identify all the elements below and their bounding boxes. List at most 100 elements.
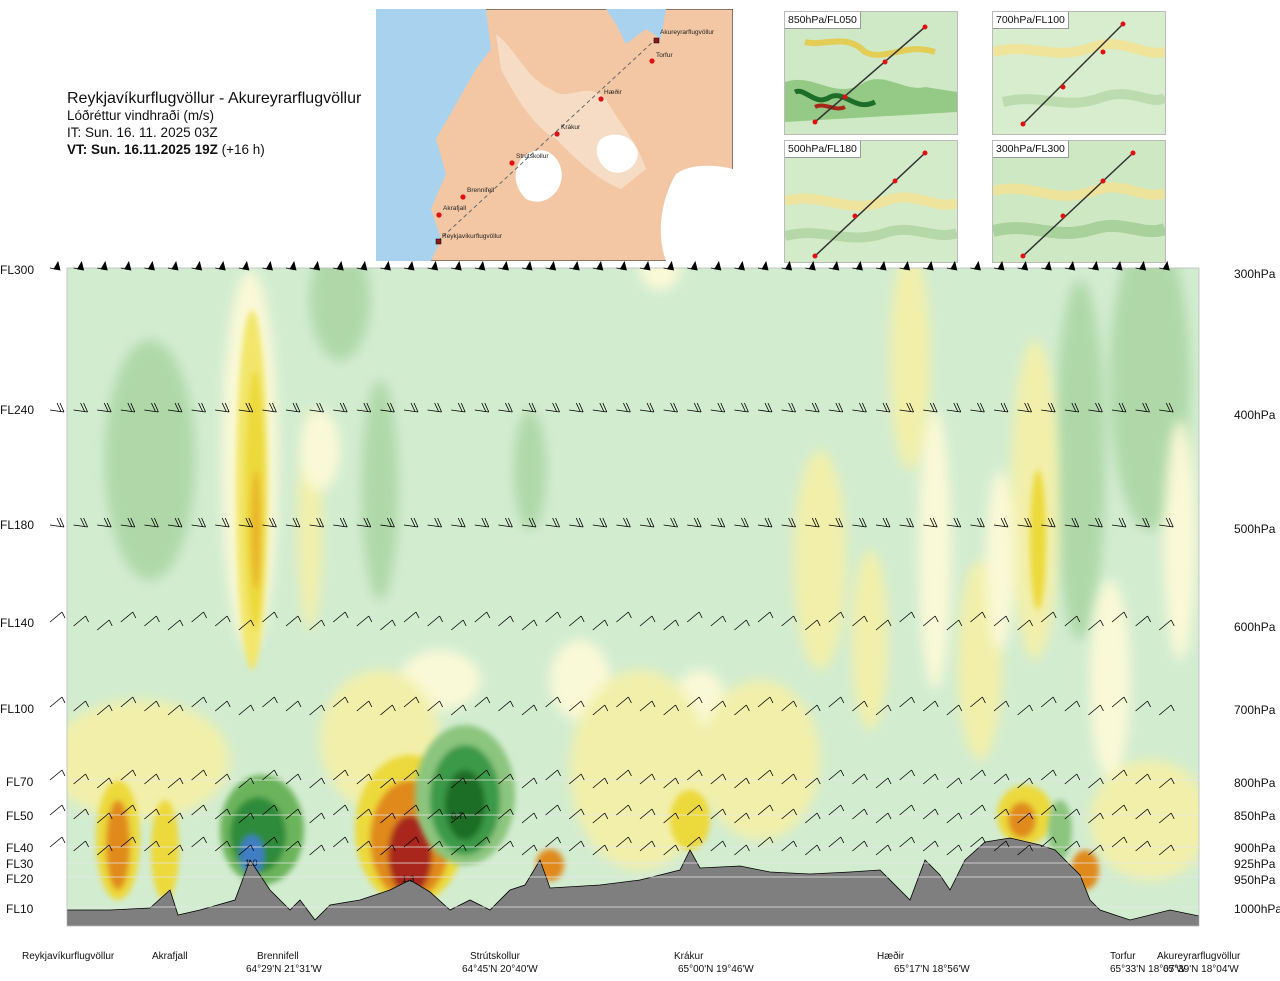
wind-barb	[309, 517, 324, 528]
hpa-label-925: 925hPa	[1234, 857, 1276, 871]
wind-barb	[616, 517, 631, 528]
wind-barb	[781, 840, 797, 852]
mini-map-850[interactable]: 850hPa/FL050	[784, 11, 958, 135]
wind-barb	[498, 808, 514, 820]
wind-barb	[828, 696, 845, 708]
wind-barb	[946, 777, 963, 789]
wind-barb	[332, 696, 349, 708]
valid-time-offset: (+16 h)	[221, 142, 265, 157]
wind-barb	[1135, 260, 1147, 271]
wind-barb	[49, 836, 66, 848]
wind-barb	[1158, 619, 1175, 631]
wind-barb	[238, 619, 255, 631]
wind-barb	[970, 517, 985, 528]
mini-map-700[interactable]: 700hPa/FL100	[992, 11, 1166, 135]
hpa-label-500: 500hPa	[1234, 522, 1276, 536]
wind-barb	[1041, 402, 1056, 413]
wind-barb	[1041, 260, 1052, 271]
wind-barb	[49, 402, 65, 413]
wind-barb	[238, 517, 254, 528]
wind-barb	[1088, 777, 1104, 789]
wind-barb	[451, 517, 466, 528]
wind-barb	[852, 773, 868, 785]
wind-barb	[73, 808, 89, 820]
wind-barb	[73, 773, 89, 785]
wind-barb	[167, 704, 184, 716]
wind-barb	[663, 844, 679, 856]
wind-barb	[875, 260, 887, 271]
wind-barb	[922, 808, 939, 820]
wind-barb	[285, 840, 302, 852]
wind-barb	[403, 611, 420, 623]
mini-map-500-label: 500hPa/FL180	[785, 141, 861, 158]
wind-barb	[663, 777, 679, 789]
terrain	[67, 837, 1199, 926]
wind-barb	[805, 517, 820, 528]
wind-barb	[498, 517, 513, 528]
wind-barb	[120, 611, 137, 623]
wind-barb	[663, 704, 679, 716]
wind-barb	[1158, 777, 1175, 789]
wind-barb	[1111, 402, 1127, 413]
wind-barb	[356, 808, 373, 820]
fl-label-100: FL100	[0, 702, 35, 716]
wind-barb	[167, 260, 179, 271]
wind-barb	[899, 402, 914, 413]
wind-barb	[521, 402, 537, 413]
wind-barb	[993, 615, 1010, 627]
wind-barb	[1159, 402, 1174, 413]
wind-barb	[946, 619, 963, 631]
variable-subtitle: Lóðréttur vindhraði (m/s)	[67, 108, 215, 123]
map-label-torfur: Torfur	[656, 52, 673, 59]
wind-barb	[875, 844, 892, 856]
wind-barb	[1017, 517, 1032, 528]
wind-barb	[687, 260, 698, 271]
wind-barb	[450, 777, 467, 789]
wind-barb	[1017, 777, 1033, 789]
wind-barb	[734, 777, 750, 789]
wind-barb	[970, 804, 986, 816]
wind-barb	[923, 260, 934, 271]
wind-barb	[403, 836, 420, 848]
wind-barb	[1111, 769, 1128, 781]
wind-barb	[616, 696, 632, 708]
mini-map-500[interactable]: 500hPa/FL180	[784, 140, 958, 263]
wind-barbs	[49, 260, 1175, 856]
fl-label-240: FL240	[0, 403, 35, 417]
wind-barb	[781, 402, 796, 413]
hpa-label-1000: 1000hPa	[1234, 902, 1280, 916]
wind-barb	[120, 769, 137, 781]
wind-barb	[191, 696, 207, 708]
fl-label-30: FL30	[6, 857, 34, 871]
wind-barb	[521, 777, 538, 789]
wind-barb	[285, 402, 301, 413]
wind-barb	[73, 517, 88, 528]
waypoint-name-haedir: Hæðir	[877, 951, 905, 962]
wind-barb	[1088, 844, 1104, 856]
wind-barb	[380, 260, 391, 271]
wind-barb	[922, 840, 939, 852]
wind-barb	[285, 773, 302, 785]
wind-barb	[238, 260, 250, 271]
hpa-label-400: 400hPa	[1234, 408, 1276, 422]
waypoint-name-reykjavik: Reykjavíkurflugvöllur	[22, 951, 115, 962]
mini-map-300[interactable]: 300hPa/FL300	[992, 140, 1166, 263]
wind-barb	[828, 260, 840, 271]
wind-barb	[49, 769, 66, 781]
level-lines	[67, 779, 1199, 908]
wind-barb	[332, 769, 349, 781]
wind-barb	[49, 696, 66, 708]
wind-barb	[285, 260, 297, 271]
hpa-label-950: 950hPa	[1234, 873, 1276, 887]
wind-barb	[1111, 611, 1128, 623]
wind-barb	[1135, 808, 1151, 820]
wind-barb	[923, 402, 938, 413]
wind-barb	[710, 517, 726, 528]
wind-barb	[899, 769, 915, 781]
wind-barb	[214, 840, 231, 852]
wind-barb	[804, 844, 821, 856]
wind-barb	[356, 517, 372, 528]
wind-barb	[262, 517, 277, 528]
wind-barb	[309, 777, 325, 789]
wind-barb	[1135, 517, 1150, 528]
